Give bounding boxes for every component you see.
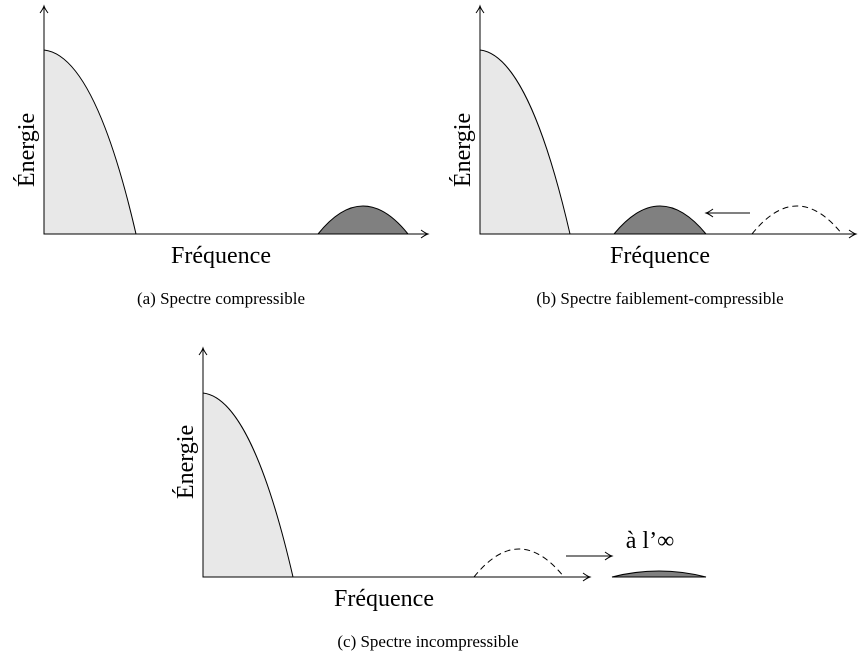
high-frequency-spectrum <box>316 205 410 235</box>
y-axis-label: Énergie <box>173 425 199 499</box>
x-axis-label: Fréquence <box>171 243 271 269</box>
caption: (b) Spectre faiblement-compressible <box>536 289 783 308</box>
high-frequency-spectrum <box>612 205 708 235</box>
y-axis-label: Énergie <box>14 113 40 187</box>
panel-a: Énergie Fréquence (a) Spectre compressib… <box>14 4 430 308</box>
x-axis-label: Fréquence <box>334 586 434 612</box>
low-frequency-spectrum <box>43 49 137 235</box>
x-axis-label: Fréquence <box>610 243 710 269</box>
original-spectrum <box>473 548 565 578</box>
low-frequency-spectrum <box>479 49 571 235</box>
panel-c: Énergie Fréquence à l’∞ (c) Spectre inco… <box>173 346 707 651</box>
high-frequency-spectrum <box>611 570 707 578</box>
original-spectrum <box>751 205 843 235</box>
y-axis-label: Énergie <box>450 113 476 187</box>
panel-b: Énergie Fréquence (b) Spectre faiblement… <box>450 4 858 308</box>
caption: (a) Spectre compressible <box>137 289 305 308</box>
low-frequency-spectrum <box>202 392 294 578</box>
caption: (c) Spectre incompressible <box>337 632 518 651</box>
annotation: à l’∞ <box>626 528 674 554</box>
